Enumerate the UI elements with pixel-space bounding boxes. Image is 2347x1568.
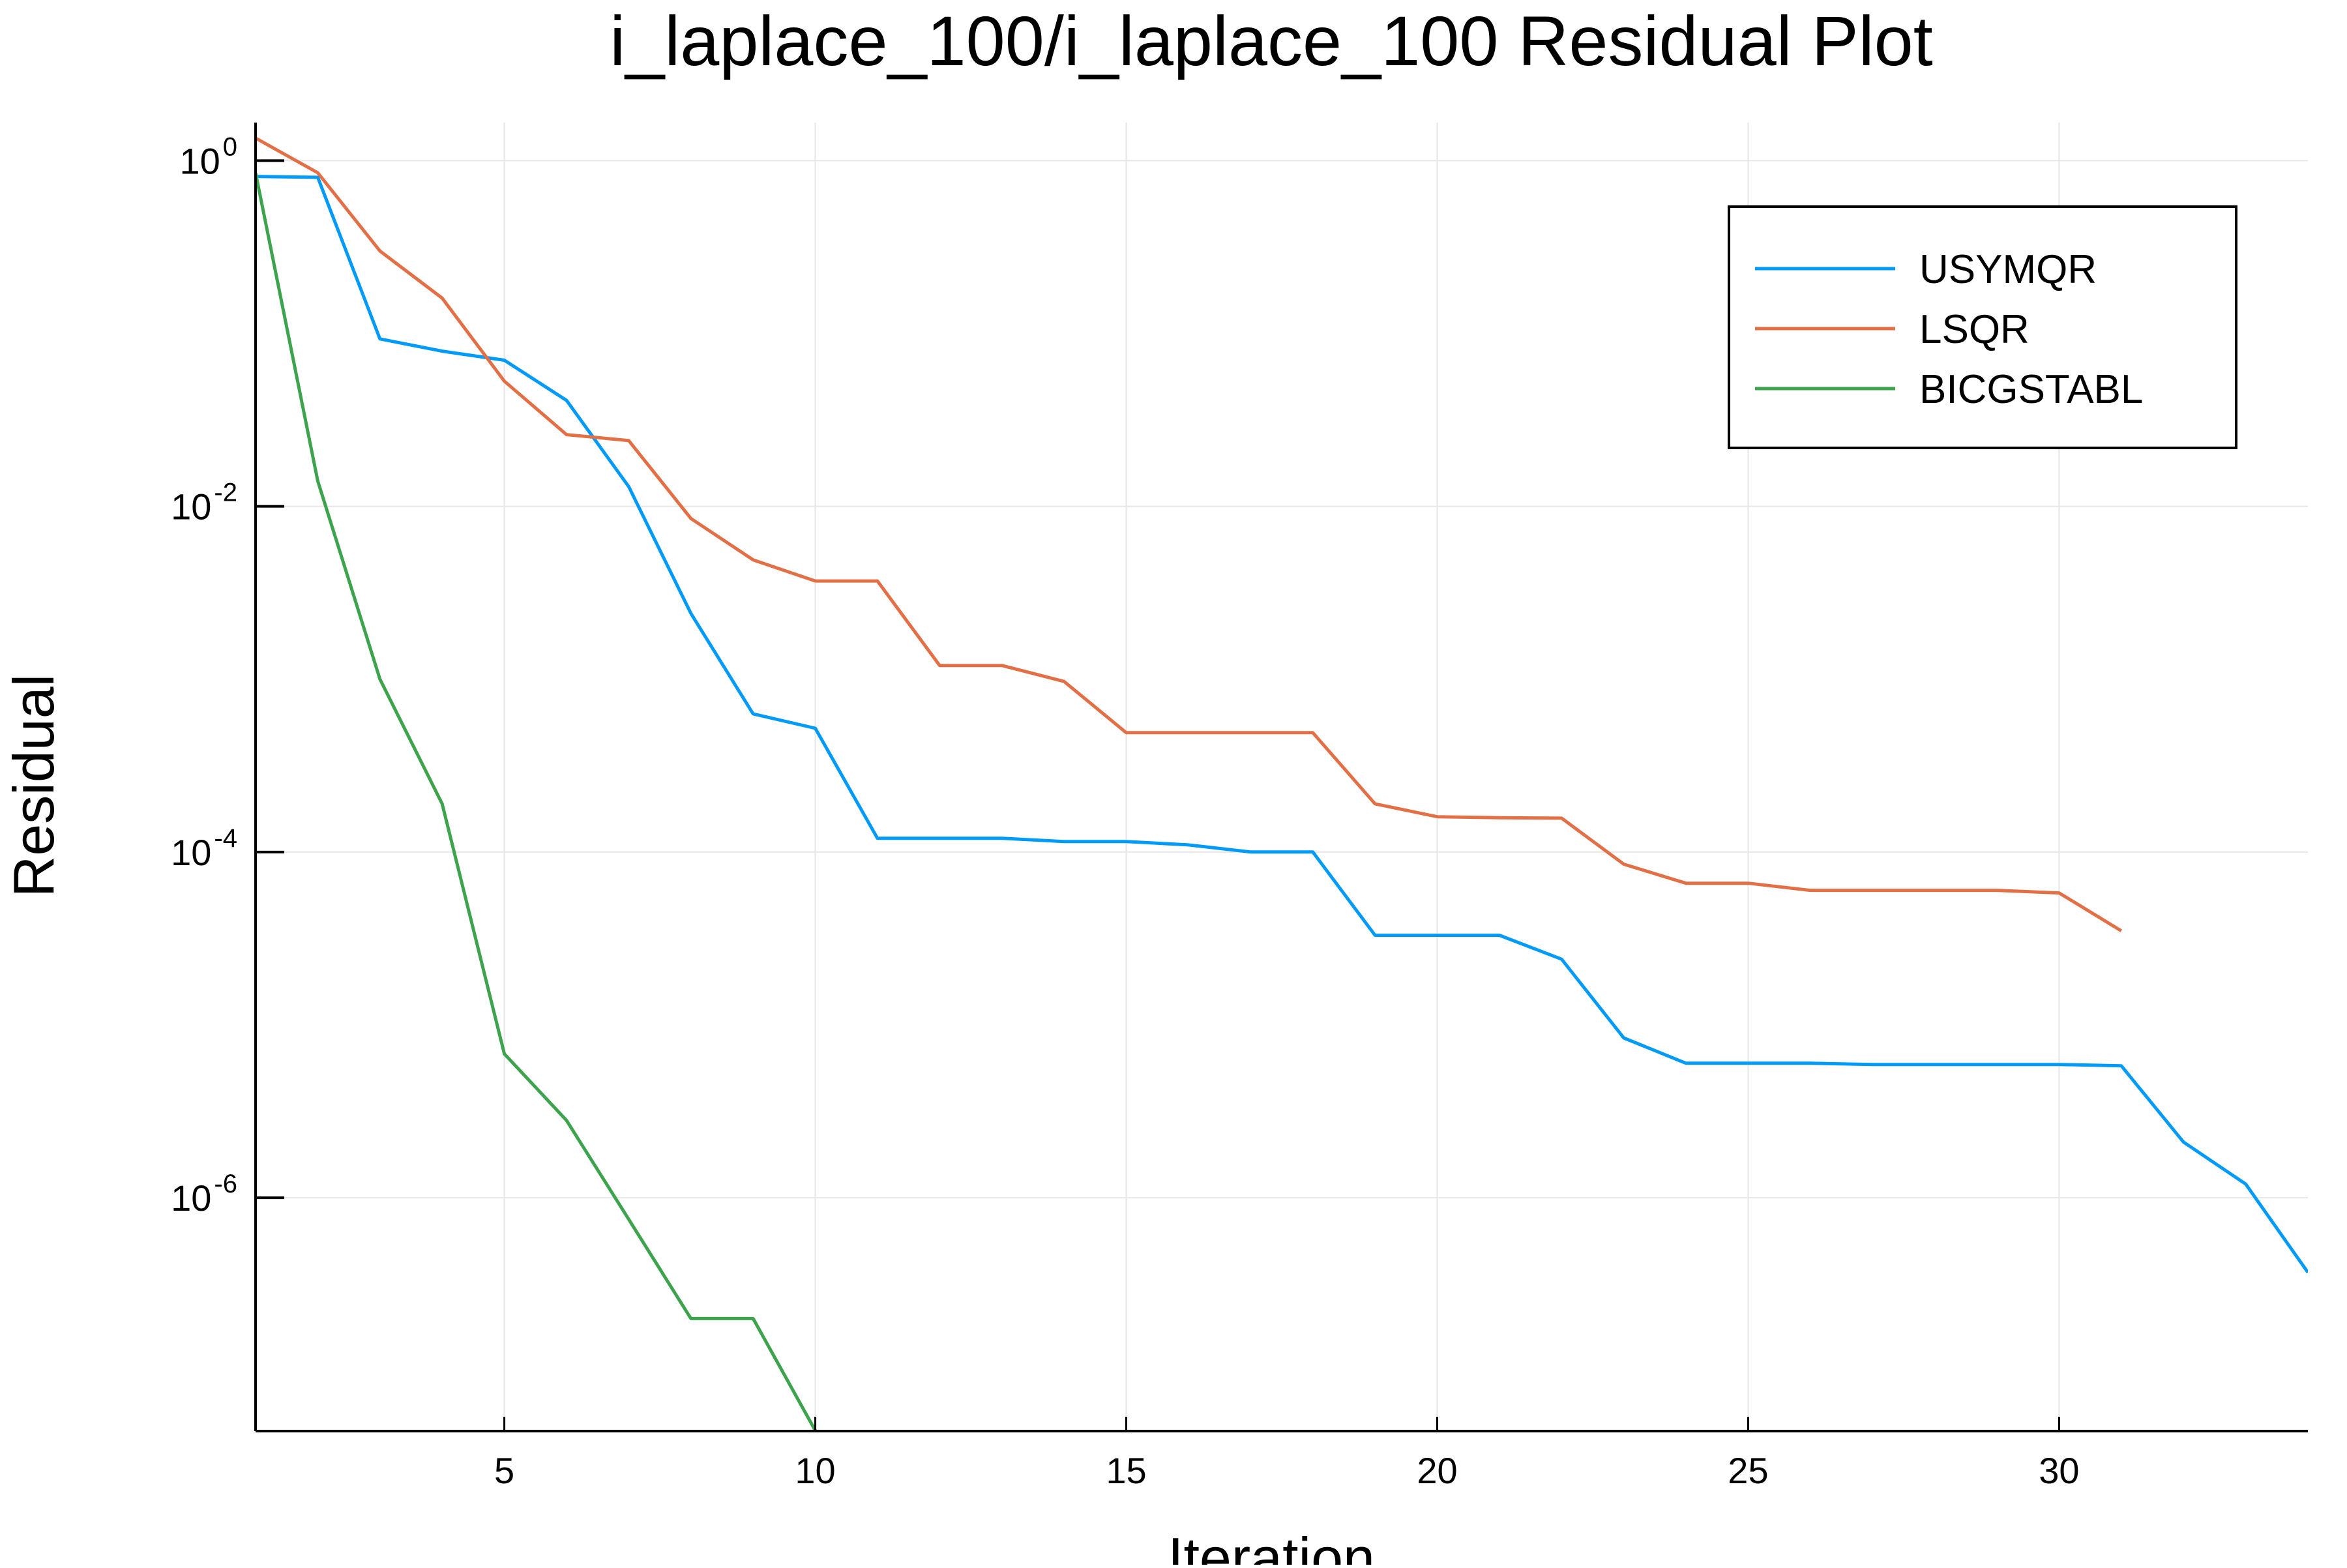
y-tick-label: 10 -6: [171, 1170, 237, 1219]
legend: USYMQR LSQR BICGSTABL: [1728, 205, 2237, 449]
x-tick-label: 25: [1728, 1450, 1768, 1491]
x-tick-label: 30: [2039, 1450, 2079, 1491]
x-axis-label: Iteration: [1168, 1526, 1375, 1565]
legend-label: LSQR: [1919, 307, 2030, 352]
y-tick-label: 10 -2: [171, 479, 237, 527]
x-tick-label: 5: [494, 1450, 514, 1491]
y-tick-label: 10 0: [179, 132, 237, 181]
legend-label: USYMQR: [1919, 247, 2097, 292]
legend-label: BICGSTABL: [1919, 367, 2143, 412]
series-lines: [256, 136, 2308, 1431]
y-tick-label: 10 -4: [171, 824, 237, 873]
series-line-usymqr: [256, 175, 2308, 1274]
axes: [254, 123, 2308, 1432]
series-line-lsqr: [256, 136, 2123, 932]
x-tick-label: 15: [1106, 1450, 1146, 1491]
x-tick-label: 10: [795, 1450, 835, 1491]
y-axis-label: Residual: [1, 674, 66, 897]
chart-title: i_laplace_100/i_laplace_100 Residual Plo…: [610, 1, 1932, 80]
x-tick-label: 20: [1417, 1450, 1457, 1491]
series-line-bicgstabl: [256, 172, 817, 1431]
